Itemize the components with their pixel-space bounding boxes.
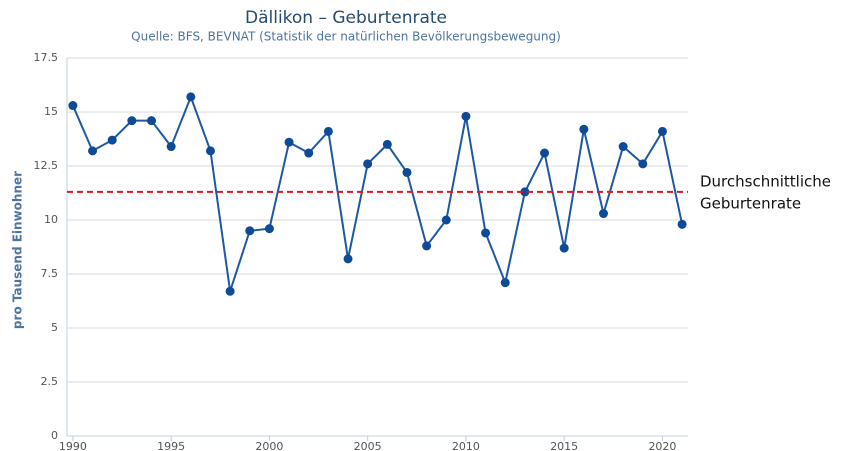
y-tick-label: 12.5: [34, 159, 59, 172]
data-point: [382, 139, 392, 149]
y-tick-label: 2.5: [41, 375, 59, 388]
data-point: [245, 226, 255, 236]
reference-label: Durchschnittliche: [700, 173, 831, 191]
data-point: [147, 116, 157, 126]
y-tick-label: 17.5: [34, 51, 59, 64]
data-point: [441, 215, 451, 225]
chart-subtitle: Quelle: BFS, BEVNAT (Statistik der natür…: [131, 30, 561, 44]
data-point: [481, 228, 491, 238]
data-point: [343, 254, 353, 264]
y-axis-label: pro Tausend Einwohner: [11, 171, 25, 329]
data-point: [520, 187, 530, 197]
data-point: [88, 146, 98, 156]
y-tick-label: 7.5: [41, 267, 59, 280]
data-point: [618, 142, 628, 152]
x-tick-label: 2015: [550, 440, 578, 451]
data-point: [264, 224, 274, 234]
data-point: [68, 101, 78, 111]
chart-title: Dällikon – Geburtenrate: [245, 8, 447, 28]
data-point: [284, 137, 294, 147]
data-point: [402, 167, 412, 177]
y-tick-label: 5: [51, 321, 58, 334]
x-tick-label: 1995: [157, 440, 185, 451]
y-tick-label: 15: [44, 105, 58, 118]
data-point: [638, 159, 648, 169]
data-point: [166, 142, 176, 152]
data-point: [559, 243, 569, 253]
data-point: [677, 219, 687, 229]
data-point: [598, 209, 608, 219]
data-point: [422, 241, 432, 251]
reference-label: Geburtenrate: [700, 195, 801, 213]
x-tick-label: 2020: [648, 440, 676, 451]
data-point: [657, 126, 667, 136]
data-point: [107, 135, 117, 145]
data-point: [363, 159, 373, 169]
data-point: [461, 111, 471, 121]
data-point: [205, 146, 215, 156]
x-tick-label: 1990: [59, 440, 87, 451]
data-point: [127, 116, 137, 126]
y-tick-label: 10: [44, 213, 58, 226]
data-point: [304, 148, 314, 158]
data-point: [579, 124, 589, 134]
data-point: [540, 148, 550, 158]
x-tick-label: 2005: [354, 440, 382, 451]
data-line: [71, 94, 684, 292]
x-tick-label: 2010: [452, 440, 480, 451]
y-tick-label: 0: [51, 429, 58, 442]
data-point: [323, 126, 333, 136]
data-point: [186, 92, 196, 102]
data-point: [500, 278, 510, 288]
data-point: [225, 286, 235, 296]
x-tick-label: 2000: [255, 440, 283, 451]
